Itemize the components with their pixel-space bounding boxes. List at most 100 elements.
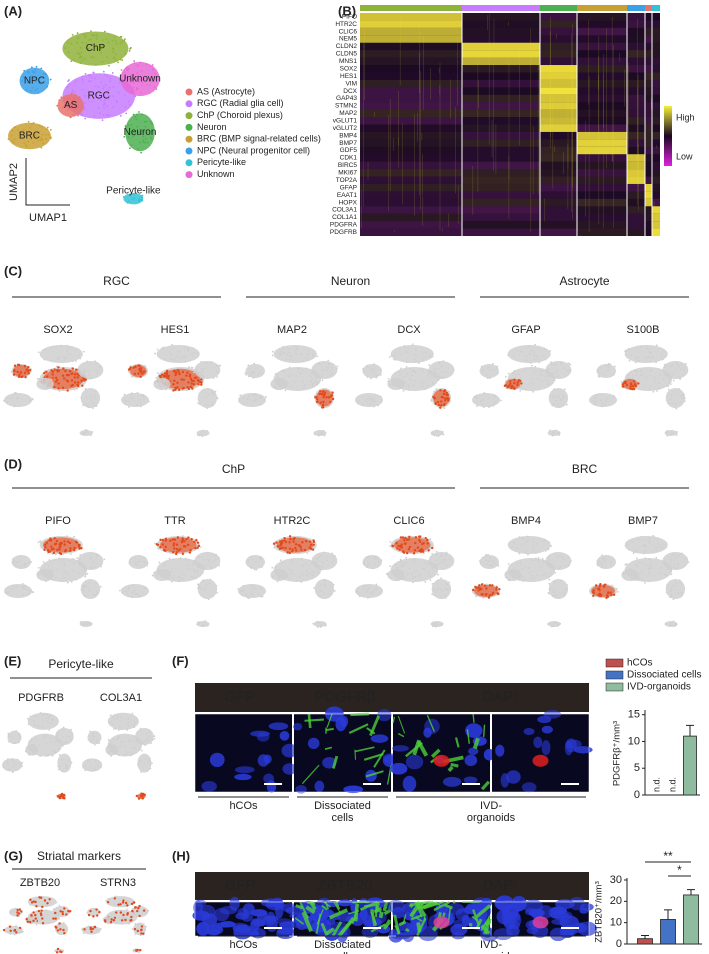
heatmap-cell [627, 109, 645, 118]
umap-cell [406, 351, 409, 354]
umap-cell [476, 405, 478, 408]
umap-cell [555, 565, 557, 568]
heatmap-cell [652, 169, 660, 177]
heatmap-cell [462, 117, 540, 124]
umap-cell [177, 350, 179, 353]
heatmap-cell [645, 117, 652, 125]
umap-cell [93, 390, 96, 393]
cluster-label: Neuron [124, 127, 157, 138]
heatmap-cell [577, 206, 627, 214]
umap-cell [274, 373, 277, 375]
umap-expression-cell [77, 543, 81, 547]
umap-cell [45, 138, 48, 141]
umap-cell [141, 911, 144, 914]
umap-cell [66, 344, 69, 347]
umap-cell [145, 738, 148, 741]
umap-cell [30, 137, 33, 140]
umap-expression-cell [426, 542, 429, 545]
umap-cell [549, 564, 552, 566]
umap-expression-cell [442, 403, 446, 407]
umap-cluster [665, 579, 686, 599]
umap-expression-cell [52, 551, 56, 555]
umap-expression-cell [322, 400, 325, 404]
heatmap-cell [645, 131, 652, 140]
umap-cell [628, 348, 631, 350]
umap-cell [136, 403, 138, 406]
umap-expression-cell [414, 541, 417, 545]
umap-cell [514, 375, 517, 377]
scale-label: High [676, 112, 695, 122]
nucleus [506, 770, 521, 784]
umap-expression-cell [23, 371, 27, 375]
umap-cell [29, 589, 31, 592]
umap-cell [133, 60, 136, 62]
umap-expression-cell [604, 583, 607, 586]
umap-cell [650, 384, 652, 387]
marker-signal [532, 916, 549, 929]
umap-cell [331, 582, 334, 585]
gfp-signal [466, 729, 471, 744]
umap-cell [522, 538, 525, 541]
umap-expression-cell [187, 381, 190, 384]
umap-cell [322, 433, 324, 435]
umap-cell [624, 577, 626, 580]
umap-cell [681, 394, 683, 397]
umap-cell [669, 590, 672, 593]
umap-cell [32, 753, 35, 756]
umap-cell [142, 141, 145, 144]
umap-cell [171, 567, 174, 570]
umap-cell [141, 394, 143, 397]
umap-cell [106, 93, 109, 96]
heatmap-cell [577, 13, 627, 21]
umap-cell [323, 578, 325, 581]
umap-expression-cell [303, 548, 307, 552]
umap-cell [652, 543, 654, 546]
umap-cell [72, 113, 75, 116]
umap-cell [435, 373, 437, 376]
umap-cell [151, 67, 154, 70]
error-bar [686, 724, 694, 737]
umap-expression-cell [444, 399, 447, 402]
umap-cell [311, 385, 314, 387]
umap-cell [307, 572, 309, 574]
umap-cell [314, 381, 317, 384]
umap-cell [95, 48, 98, 50]
umap-cell [35, 923, 38, 926]
umap-cell [79, 621, 82, 623]
umap-expression-cell [56, 548, 59, 552]
umap-cell [6, 401, 8, 404]
umap-cell [644, 356, 647, 359]
umap-cell [389, 540, 392, 543]
umap-cell [569, 363, 571, 366]
umap-cell [252, 394, 255, 396]
umap-cell [141, 84, 143, 87]
umap-cell [637, 359, 640, 362]
umap-cell [127, 124, 129, 127]
umap-cell [672, 432, 675, 435]
umap-expression-cell [25, 917, 28, 921]
umap-expression-cell [432, 395, 435, 399]
umap-cell [67, 347, 70, 349]
umap-cell [414, 357, 417, 360]
umap-cell [300, 574, 302, 577]
umap-cell [558, 567, 561, 570]
umap-cell [528, 344, 531, 347]
umap-cell [27, 71, 30, 74]
umap-cell [131, 746, 134, 749]
umap-cell [49, 128, 52, 131]
umap-cell [37, 351, 40, 354]
umap-cell [548, 559, 551, 562]
nucleus [541, 725, 553, 734]
umap-expression-cell [191, 387, 194, 390]
umap-cell [494, 369, 497, 372]
gene-label: GAP43 [336, 95, 357, 102]
umap-cell [328, 363, 331, 366]
umap-expression-cell [167, 374, 171, 378]
umap-cell [548, 582, 551, 585]
heatmap-cell [360, 13, 462, 21]
nucleus [442, 776, 462, 787]
gene-label: HTR2C [274, 515, 311, 527]
heatmap-cell [360, 72, 462, 79]
umap-expression-cell [284, 546, 287, 550]
umap-cell [665, 364, 668, 367]
